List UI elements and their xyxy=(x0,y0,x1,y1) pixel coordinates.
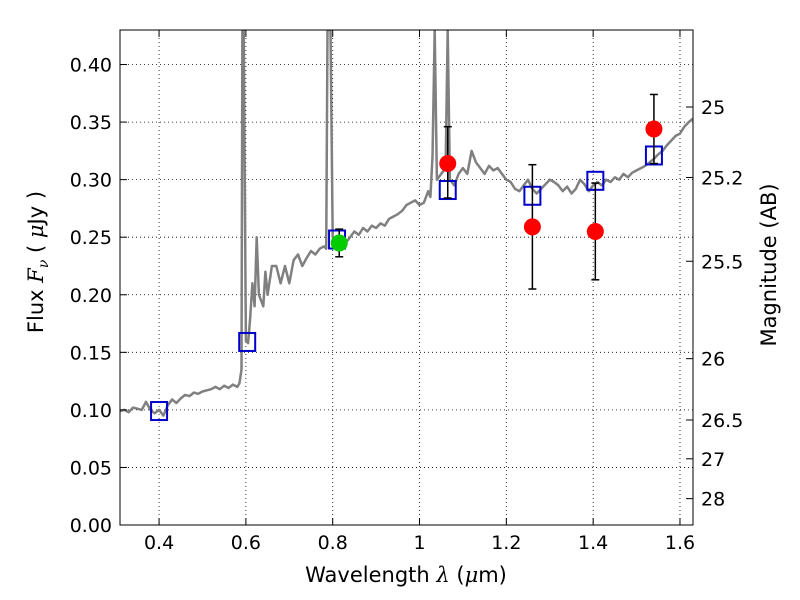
observed-photometry-point xyxy=(523,218,541,236)
y-tick-label: 0.15 xyxy=(70,342,112,364)
x-tick-label: 1 xyxy=(413,532,425,554)
y2-tick-label: 27 xyxy=(701,449,725,471)
spectrum-line xyxy=(120,30,693,417)
y-tick-label: 0.25 xyxy=(70,227,112,249)
y-tick-label: 0.05 xyxy=(70,457,112,479)
x-tick-label: 0.8 xyxy=(318,532,348,554)
spectrum-layer xyxy=(120,30,693,417)
y2-axis-label: Magnitude (AB) xyxy=(757,183,781,346)
x-tick-label: 0.4 xyxy=(144,532,174,554)
y-axis-label: Flux Fν ( μJy ) xyxy=(24,191,52,333)
observed-photometry-point xyxy=(645,120,663,138)
observed-photometry-point xyxy=(330,234,348,252)
plot-background xyxy=(120,30,693,525)
x-tick-label: 0.6 xyxy=(231,532,261,554)
y2-tick-label: 28 xyxy=(701,489,725,511)
x-tick-label: 1.2 xyxy=(491,532,521,554)
synthetic-photometry-square xyxy=(238,331,257,352)
synthetic-photometry-square xyxy=(150,401,169,422)
y2-tick-label: 25.5 xyxy=(701,251,743,273)
points-layer xyxy=(150,93,663,422)
x-axis-label: Wavelength λ (μm) xyxy=(305,563,507,587)
x-tick-label: 1.6 xyxy=(665,532,695,554)
axis-ticks: 0.4 0.6 0.8 1 1.2 1.4 1.6 0.00 0.05 0.10 0.15 0.20 0… xyxy=(70,30,743,554)
grid-lines xyxy=(120,30,693,526)
y2-tick-label: 25 xyxy=(701,97,725,119)
y-tick-label: 0.00 xyxy=(70,515,112,537)
y2-tick-label: 26.5 xyxy=(701,410,743,432)
plot-frame xyxy=(119,29,694,526)
y-tick-label: 0.35 xyxy=(70,112,112,134)
y2-tick-label: 25.2 xyxy=(701,167,743,189)
observed-photometry-point xyxy=(439,155,457,173)
observed-photometry-point xyxy=(586,222,604,240)
y-tick-label: 0.40 xyxy=(70,55,112,77)
x-tick-label: 1.4 xyxy=(578,532,608,554)
y-tick-label: 0.30 xyxy=(70,170,112,192)
y2-tick-label: 26 xyxy=(701,349,725,371)
y-tick-label: 0.10 xyxy=(70,400,112,422)
y-tick-label: 0.20 xyxy=(70,285,112,307)
